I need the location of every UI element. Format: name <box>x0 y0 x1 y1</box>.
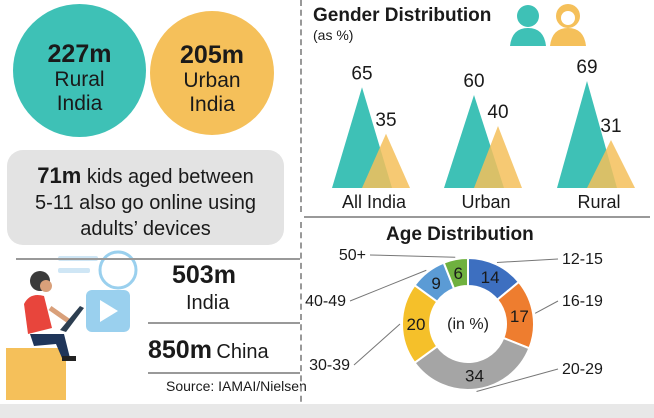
divider-bottom <box>148 372 300 374</box>
bottom-strip <box>0 404 654 418</box>
age-leader-line <box>534 300 559 314</box>
gender-triangle-rural-1 <box>587 139 635 188</box>
india-label: India <box>186 292 230 314</box>
age-leader-line <box>369 254 456 258</box>
age-chart-title: Age Distribution <box>386 224 534 245</box>
age-leader-line <box>349 269 427 302</box>
gender-value-label: 35 <box>375 110 396 131</box>
divider-mid <box>148 322 300 324</box>
age-slice-value: 20 <box>407 315 426 334</box>
divider-top <box>16 258 300 260</box>
age-range-label: 40-49 <box>305 293 346 310</box>
laptop-icon <box>60 306 84 332</box>
age-center-label: (in %) <box>447 316 489 333</box>
age-range-label: 50+ <box>339 247 366 264</box>
rural-label-line2: India <box>56 92 103 115</box>
kids-line1-text: kids aged between <box>81 166 254 188</box>
age-slice-value: 6 <box>454 264 463 283</box>
china-value: 850m <box>148 336 212 364</box>
age-slice-50+ <box>442 256 469 290</box>
male-user-icon <box>510 5 546 46</box>
age-leader-line <box>496 258 559 263</box>
person-legs <box>30 334 70 358</box>
kids-line2: 5-11 also go online using <box>35 192 256 214</box>
age-leader-line <box>353 323 401 366</box>
gender-triangle-all-india-1 <box>362 133 410 188</box>
gender-value-label: 31 <box>600 116 621 137</box>
age-range-label: 20-29 <box>562 361 603 378</box>
gender-triangle-urban-1 <box>474 126 522 188</box>
china-label: China <box>216 341 269 363</box>
gender-category-label: All India <box>342 192 407 212</box>
screen-circle-icon <box>98 250 138 290</box>
urban-label-line1: Urban <box>183 69 241 92</box>
gender-chart-title: Gender Distribution <box>313 5 492 26</box>
rural-label-line1: Rural <box>54 68 105 91</box>
age-slice-value: 9 <box>431 274 440 293</box>
urban-india-circle: 205m Urban India <box>150 11 274 135</box>
age-range-label: 12-15 <box>562 251 603 268</box>
kids-line3: adults’ devices <box>80 218 211 240</box>
gender-value-label: 65 <box>351 63 372 84</box>
age-slice-value: 34 <box>465 367 484 386</box>
seat-box <box>6 348 66 400</box>
gender-value-label: 60 <box>463 71 484 92</box>
person-torso <box>24 295 52 334</box>
kids-line1: 71m kids aged between <box>7 163 284 190</box>
play-icon <box>100 300 118 322</box>
section-divider <box>304 216 650 218</box>
person-laptop-illustration <box>6 250 138 400</box>
age-range-label: 16-19 <box>562 293 603 310</box>
rural-india-circle: 227m Rural India <box>13 4 146 137</box>
gender-icons <box>510 4 586 46</box>
age-leader-line <box>476 368 559 392</box>
gender-value-label: 69 <box>576 57 597 78</box>
gender-category-label: Urban <box>461 192 510 212</box>
rural-value: 227m <box>47 40 112 68</box>
age-slice-20-29 <box>413 336 531 391</box>
india-value: 503m <box>172 261 236 289</box>
gender-category-label: Rural <box>577 192 620 212</box>
urban-value: 205m <box>180 41 244 69</box>
gender-chart-subtitle: (as %) <box>313 27 354 43</box>
urban-label-line2: India <box>189 93 235 116</box>
source-credit: Source: IAMAI/Nielsen <box>166 378 307 394</box>
gender-value-label: 40 <box>487 102 508 123</box>
vertical-divider-bottom <box>300 222 302 412</box>
china-stat: 850m China <box>148 336 269 365</box>
age-slice-value: 14 <box>481 268 500 287</box>
kids-info-box: 71m kids aged between 5-11 also go onlin… <box>7 150 284 245</box>
kids-value: 71m <box>37 163 82 188</box>
age-range-label: 30-39 <box>309 357 350 374</box>
age-chart: 14 12-15 17 16-19 34 20-29 20 30-39 9 40-49 6 50+ (i… <box>305 247 603 392</box>
female-user-icon <box>550 4 586 46</box>
age-slice-value: 17 <box>510 307 529 326</box>
vertical-divider-top <box>300 0 302 212</box>
